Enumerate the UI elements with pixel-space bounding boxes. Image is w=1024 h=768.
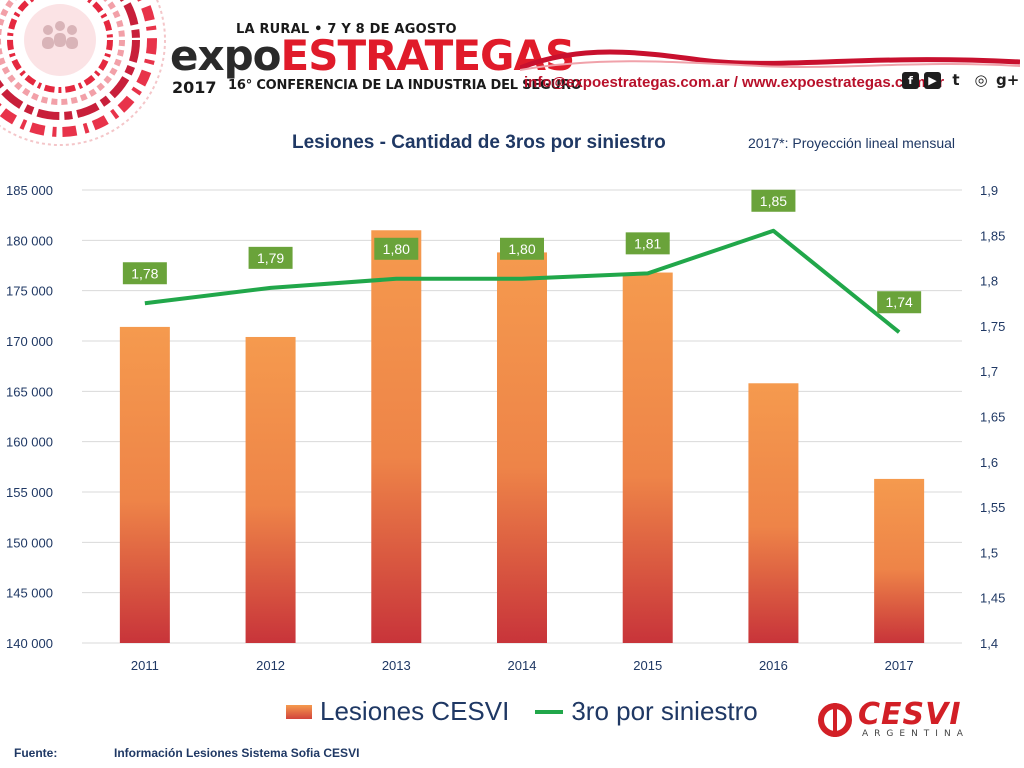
data-label: 1,80 — [383, 241, 410, 257]
y-right-tick-label: 1,9 — [980, 183, 998, 198]
facebook-icon[interactable]: f — [902, 72, 919, 89]
data-label-box — [625, 232, 670, 255]
event-brand: expoESTRATEGAS — [170, 31, 576, 80]
data-label-box — [751, 189, 796, 212]
bar — [874, 478, 925, 643]
y-left-tick-label: 185 000 — [6, 183, 53, 198]
bar — [245, 336, 296, 643]
data-label: 1,78 — [131, 265, 158, 281]
legend-swatch-bars — [286, 704, 312, 719]
youtube-icon[interactable]: ▶ — [924, 72, 941, 89]
legend-swatch-line — [535, 709, 564, 714]
event-subtitle: 16° CONFERENCIA DE LA INDUSTRIA DEL SEGU… — [228, 78, 582, 93]
combo-chart: 1,78 1,79 1,80 1,80 1,81 1,85 1,74 140 000 145 … — [6, 183, 1005, 673]
y-left-tick-label: 140 000 — [6, 636, 53, 651]
people-icon — [42, 21, 78, 49]
bar — [748, 383, 799, 643]
header-swoosh — [520, 49, 1020, 71]
y-left-tick-label: 170 000 — [6, 334, 53, 349]
y-right-tick-label: 1,45 — [980, 591, 1005, 606]
data-label-box — [500, 237, 544, 260]
line-series-path — [144, 228, 901, 334]
bar — [622, 272, 673, 643]
y-left-tick-label: 165 000 — [6, 384, 53, 399]
contact-line[interactable]: info@expoestrategas.com.ar / www.expoest… — [524, 74, 945, 91]
data-label: 1,85 — [760, 193, 787, 209]
data-label-box — [374, 237, 419, 260]
y-right-tick-label: 1,7 — [980, 364, 998, 379]
x-tick-label: 2015 — [633, 658, 662, 673]
chart-title: Lesiones - Cantidad de 3ros por siniestr… — [292, 132, 666, 153]
brand-part2: ESTRATEGAS — [280, 31, 576, 80]
social-icons: f ▶ t ◎ g+ — [902, 71, 1020, 89]
data-labels: 1,78 1,79 1,80 1,80 1,81 1,85 1,74 — [122, 189, 922, 314]
brand-part1: expo — [170, 31, 281, 80]
x-tick-label: 2017 — [885, 658, 914, 673]
y-right-tick-label: 1,65 — [980, 410, 1005, 425]
y-right-tick-label: 1,8 — [980, 274, 998, 289]
google-plus-icon[interactable]: g+ — [996, 71, 1020, 89]
y-left-tick-label: 155 000 — [6, 485, 53, 500]
source-text: Información Lesiones Sistema Sofia CESVI — [114, 746, 360, 760]
data-label-box — [877, 291, 922, 314]
y-left-tick-label: 150 000 — [6, 535, 53, 550]
y-left-tick-label: 160 000 — [6, 435, 53, 450]
axis-ticks: 140 000 145 000 150 000 155 000 160 000 165 0… — [6, 183, 1005, 673]
y-right-tick-label: 1,5 — [980, 545, 998, 560]
data-label-box — [248, 246, 293, 269]
x-tick-label: 2014 — [508, 658, 537, 673]
y-right-tick-label: 1,75 — [980, 319, 1005, 334]
event-year: 2017 — [172, 78, 217, 97]
data-label: 1,81 — [634, 235, 661, 251]
line-series — [144, 228, 901, 334]
y-right-tick-label: 1,4 — [980, 636, 998, 651]
instagram-icon[interactable]: ◎ — [974, 71, 988, 89]
y-right-tick-label: 1,85 — [980, 228, 1005, 243]
bar — [119, 326, 170, 643]
twitter-icon[interactable]: t — [952, 71, 960, 89]
x-tick-label: 2013 — [382, 658, 411, 673]
data-label-box — [122, 262, 167, 285]
y-left-tick-label: 180 000 — [6, 233, 53, 248]
cesvi-logo: CESVI ARGENTINA — [818, 700, 969, 739]
logo-subtitle: ARGENTINA — [862, 729, 969, 739]
x-tick-label: 2016 — [759, 658, 788, 673]
y-right-tick-label: 1,6 — [980, 455, 998, 470]
projection-note: 2017*: Proyección lineal mensual — [748, 135, 956, 151]
bar-series — [119, 230, 925, 643]
x-tick-label: 2011 — [131, 658, 159, 673]
chart-legend: Lesiones CESVI 3ro por siniestro — [286, 696, 758, 727]
corner-decoration — [0, 0, 166, 146]
y-right-tick-label: 1,55 — [980, 500, 1005, 515]
data-label: 1,74 — [886, 294, 913, 310]
data-label: 1,80 — [508, 241, 535, 257]
source-label: Fuente: — [14, 746, 58, 760]
y-left-tick-label: 145 000 — [6, 586, 53, 601]
bar — [497, 252, 547, 643]
cesvi-emblem-icon — [818, 702, 852, 737]
legend-label-bars: Lesiones CESVI — [320, 696, 510, 726]
legend-label-line: 3ro por siniestro — [571, 696, 758, 726]
data-label: 1,79 — [257, 250, 284, 266]
event-date-line: LA RURAL • 7 Y 8 DE AGOSTO — [236, 22, 457, 37]
x-tick-label: 2012 — [256, 658, 285, 673]
y-left-tick-label: 175 000 — [6, 284, 53, 299]
bar — [371, 230, 422, 643]
logo-name: CESVI — [858, 697, 962, 732]
